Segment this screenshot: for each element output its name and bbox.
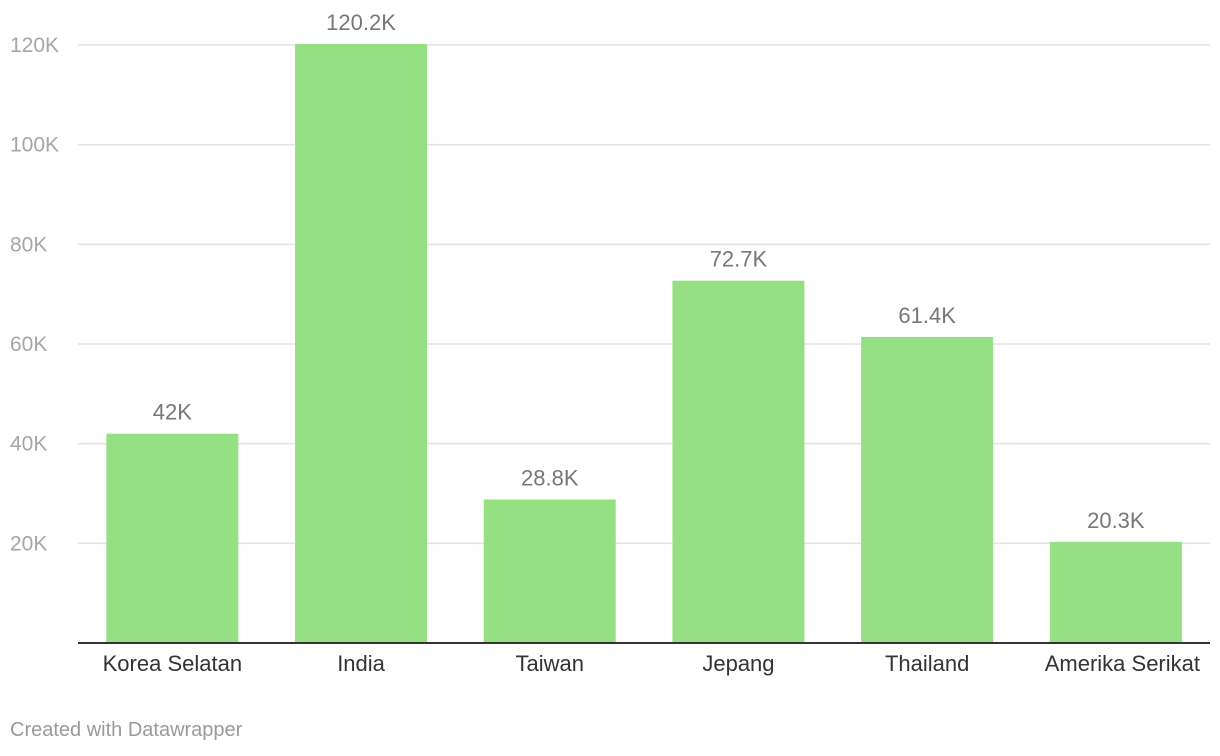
x-tick-label: Korea Selatan bbox=[103, 651, 242, 676]
bar-chart: 20K 40K 60K 80K 100K 120K 42K Korea Selatan 120.… bbox=[10, 10, 1210, 676]
data-label: 28.8K bbox=[521, 465, 579, 490]
y-tick-label: 60K bbox=[10, 333, 47, 356]
data-label: 120.2K bbox=[326, 10, 396, 35]
y-tick-label: 20K bbox=[10, 532, 47, 555]
credit-text: Created with Datawrapper bbox=[10, 719, 243, 741]
bar bbox=[861, 337, 994, 643]
x-tick-label: Taiwan bbox=[516, 651, 584, 676]
bar bbox=[295, 44, 428, 643]
bar bbox=[672, 280, 805, 643]
bar bbox=[1049, 541, 1182, 643]
data-label: 61.4K bbox=[898, 303, 956, 328]
bar bbox=[106, 433, 239, 643]
bar bbox=[483, 499, 616, 643]
x-tick-label: Thailand bbox=[885, 651, 969, 676]
y-tick-label: 120K bbox=[10, 34, 59, 57]
x-tick-label: India bbox=[337, 651, 385, 676]
data-label: 72.7K bbox=[710, 247, 768, 272]
data-label: 20.3K bbox=[1087, 508, 1145, 533]
y-tick-label: 40K bbox=[10, 433, 47, 456]
x-tick-label: Jepang bbox=[702, 651, 774, 676]
x-tick-label: Amerika Serikat bbox=[1045, 651, 1200, 676]
y-tick-label: 80K bbox=[10, 233, 47, 256]
y-tick-label: 100K bbox=[10, 134, 59, 157]
data-label: 42K bbox=[153, 400, 192, 425]
